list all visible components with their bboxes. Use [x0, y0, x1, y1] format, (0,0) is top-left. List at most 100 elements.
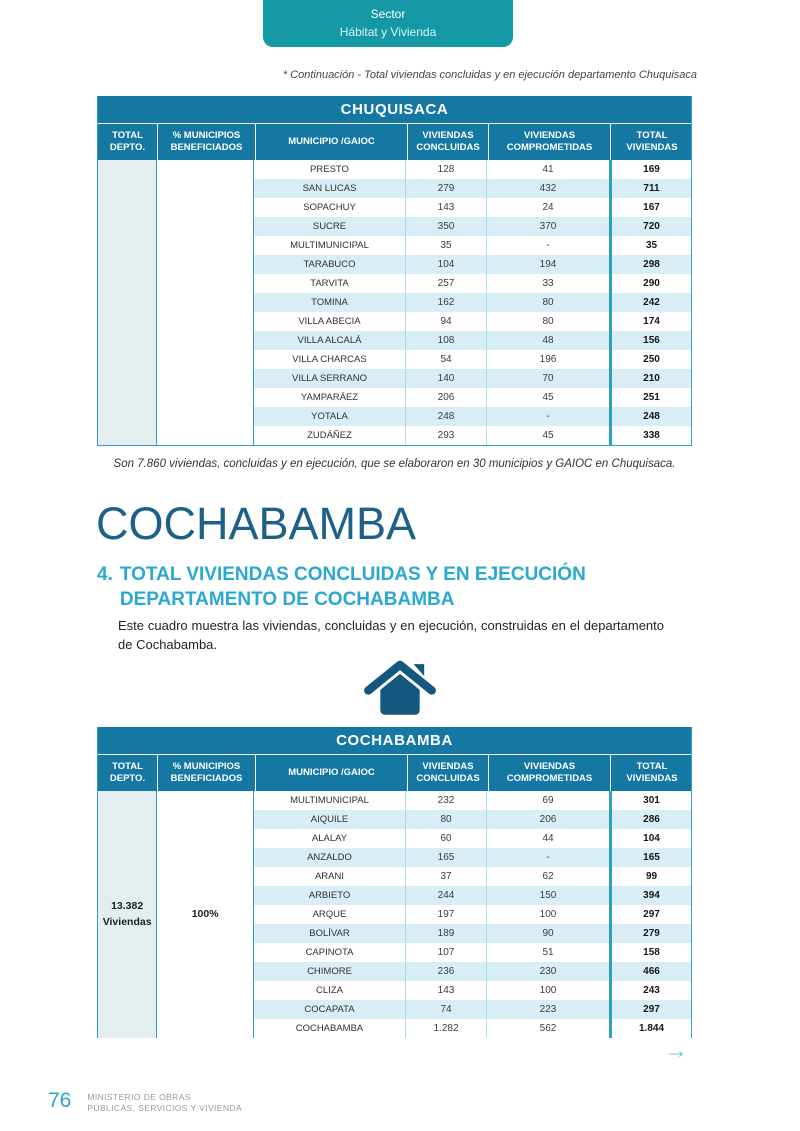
table-row: VILLA SERRANO 140 70 210	[254, 369, 691, 388]
concluidas-cell: 206	[406, 388, 487, 407]
municipio-cell: ANZALDO	[254, 848, 406, 867]
table-row: TARABUCO 104 194 298	[254, 255, 691, 274]
table-row: BOLÍVAR 189 90 279	[254, 924, 691, 943]
col-header-pct-municipios: % MUNICIPIOS BENEFICIADOS	[158, 755, 256, 791]
table-row: CAPINOTA 107 51 158	[254, 943, 691, 962]
table-row: SOPACHUY 143 24 167	[254, 198, 691, 217]
total-cell: 251	[609, 388, 691, 407]
comprometidas-cell: 45	[542, 430, 554, 441]
municipio-cell: TOMINA	[254, 293, 406, 312]
total-cell: 174	[609, 312, 691, 331]
total-cell: 338	[609, 426, 691, 445]
col-header-total-viviendas: TOTAL VIVIENDAS	[626, 761, 678, 784]
total-cell: 158	[609, 943, 691, 962]
ministry-name: MINISTERIO DE OBRAS PÚBLICAS, SERVICIOS …	[87, 1092, 243, 1114]
table-row: COCAPATA 74 223 297	[254, 1000, 691, 1019]
concluidas-cell: 197	[406, 905, 487, 924]
concluidas-cell: 189	[406, 924, 487, 943]
total-cell: 394	[609, 886, 691, 905]
comprometidas-cell: 223	[539, 1004, 557, 1015]
comprometidas-cell: 150	[539, 890, 557, 901]
col-header-comprometidas: VIVIENDAS COMPROMETIDAS	[489, 124, 611, 160]
concluidas-cell: 54	[406, 350, 487, 369]
total-depto-cell: 13.382 Viviendas	[98, 791, 158, 1038]
table-row: ARQUE 197 100 297	[254, 905, 691, 924]
concluidas-cell: 350	[406, 217, 487, 236]
municipio-cell: SAN LUCAS	[254, 179, 406, 198]
department-title: COCHABAMBA	[96, 498, 417, 549]
table-row: COCHABAMBA 1.282 562 1.844	[254, 1019, 691, 1038]
total-cell: 720	[609, 217, 691, 236]
comprometidas-cell: 196	[539, 354, 557, 365]
table-body: 13.382 Viviendas 100% MULTIMUNICIPAL 232 6…	[98, 791, 691, 1038]
total-cell: 1.844	[609, 1019, 691, 1038]
comprometidas-cell: 44	[542, 833, 554, 844]
col-header-municipio: MUNICIPIO /GAIOC	[256, 755, 408, 791]
comprometidas-cell: 24	[542, 202, 554, 213]
comprometidas-cell: 80	[542, 297, 554, 308]
total-cell: 250	[609, 350, 691, 369]
total-cell: 297	[609, 1000, 691, 1019]
col-header-total-viviendas: TOTAL VIVIENDAS	[626, 130, 678, 153]
municipio-cell: VILLA CHARCAS	[254, 350, 406, 369]
municipio-cell: ARBIETO	[254, 886, 406, 905]
municipio-cell: COCHABAMBA	[254, 1019, 406, 1038]
comprometidas-cell: 80	[542, 316, 554, 327]
comprometidas-cell: 100	[539, 985, 557, 996]
table-row: VILLA ABECIA 94 80 174	[254, 312, 691, 331]
concluidas-cell: 60	[406, 829, 487, 848]
total-cell: 711	[609, 179, 691, 198]
municipio-cell: ALALAY	[254, 829, 406, 848]
total-cell: 169	[609, 160, 691, 179]
section-number: 4.	[97, 564, 113, 585]
total-cell: 248	[609, 407, 691, 426]
total-depto-cell	[98, 160, 158, 445]
municipio-cell: CHIMORE	[254, 962, 406, 981]
table-row: MULTIMUNICIPAL 232 69 301	[254, 791, 691, 810]
table-row: MULTIMUNICIPAL 35-35	[254, 236, 691, 255]
section-heading-line2: DEPARTAMENTO DE COCHABAMBA	[119, 588, 455, 610]
badge-line1: Sector	[370, 7, 406, 22]
concluidas-cell: 293	[406, 426, 487, 445]
total-cell: 290	[609, 274, 691, 293]
table-header-row: TOTAL DEPTO. % MUNICIPIOS BENEFICIADOS M…	[98, 755, 691, 791]
comprometidas-cell: 432	[539, 183, 557, 194]
concluidas-cell: 35	[406, 236, 487, 255]
section-heading-line1: TOTAL VIVIENDAS CONCLUIDAS Y EN EJECUCIÓ…	[119, 564, 586, 585]
concluidas-cell: 108	[406, 331, 487, 350]
comprometidas-cell: 100	[539, 909, 557, 920]
concluidas-cell: 140	[406, 369, 487, 388]
municipio-cell: PRESTO	[254, 160, 406, 179]
pct-beneficiados-cell	[157, 160, 254, 445]
comprometidas-cell: 562	[539, 1023, 557, 1034]
sector-badge: Sector Hábitat y Vivienda	[263, 0, 513, 47]
col-header-concluidas: VIVIENDAS CONCLUIDAS	[408, 755, 489, 791]
municipio-cell: VILLA SERRANO	[254, 369, 406, 388]
concluidas-cell: 236	[406, 962, 487, 981]
concluidas-cell: 80	[406, 810, 487, 829]
total-cell: 165	[609, 848, 691, 867]
municipio-cell: VILLA ALCALÁ	[254, 331, 406, 350]
table-rows: MULTIMUNICIPAL 232 69 301 AIQUILE 80 206 286 ALA…	[254, 791, 691, 1038]
concluidas-cell: 162	[406, 293, 487, 312]
concluidas-cell: 104	[406, 255, 487, 274]
pct-beneficiados-cell: 100%	[157, 791, 254, 1038]
table-row: ARANI 37 62 99	[254, 867, 691, 886]
total-cell: 242	[609, 293, 691, 312]
municipio-cell: CAPINOTA	[254, 943, 406, 962]
municipio-cell: VILLA ABECIA	[254, 312, 406, 331]
total-cell: 279	[609, 924, 691, 943]
concluidas-cell: 107	[406, 943, 487, 962]
concluidas-cell: 279	[406, 179, 487, 198]
col-header-municipio: MUNICIPIO /GAIOC	[256, 124, 408, 160]
section-paragraph: Este cuadro muestra las viviendas, concl…	[118, 618, 664, 652]
total-cell: 167	[609, 198, 691, 217]
table-row: VILLA CHARCAS 54 196 250	[254, 350, 691, 369]
chuquisaca-table: CHUQUISACA TOTAL DEPTO. % MUNICIPIOS BEN…	[97, 96, 692, 446]
comprometidas-cell: 45	[542, 392, 554, 403]
comprometidas-cell: 206	[539, 814, 557, 825]
section-heading: 4. TOTAL VIVIENDAS CONCLUIDAS Y EN EJECU…	[97, 563, 586, 612]
table-body: PRESTO 128 41 169 SAN LUCAS 279 432 711 SOPACHUY…	[98, 160, 691, 445]
continuation-note: * Continuación - Total viviendas conclui…	[282, 69, 697, 81]
